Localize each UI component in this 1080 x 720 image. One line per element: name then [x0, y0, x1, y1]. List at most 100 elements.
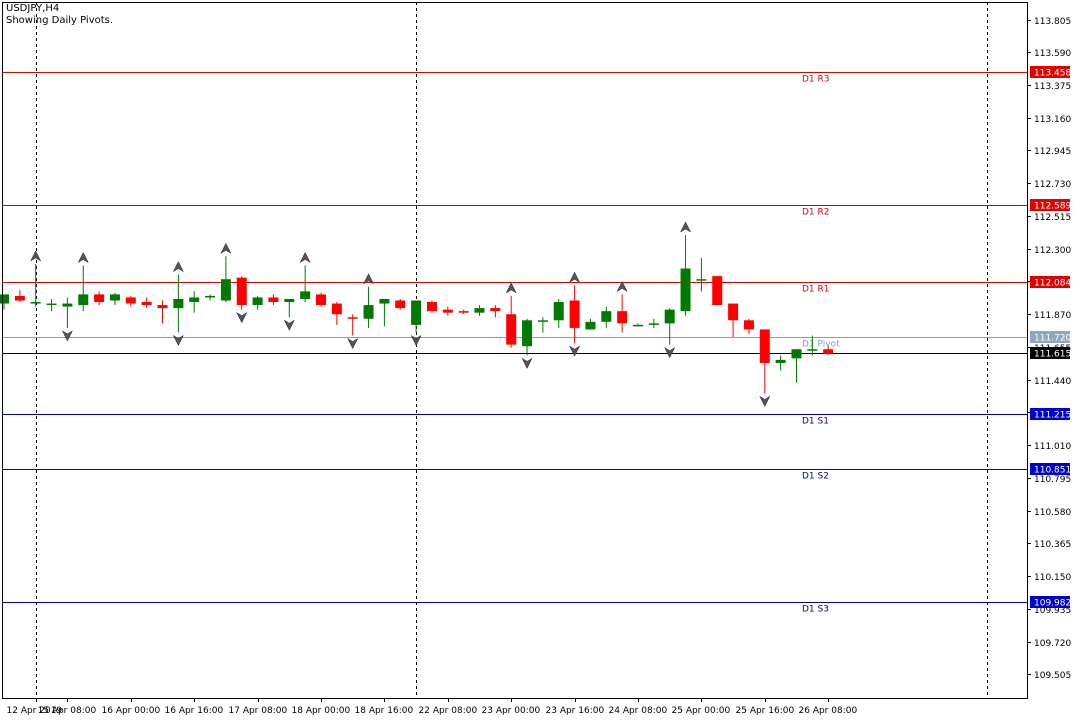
- candle-36: [569, 285, 580, 344]
- price-tag-d1-s1-bg: [1030, 408, 1070, 420]
- candle-body-16: [252, 297, 263, 306]
- x-tick-label-4: 17 Apr 08:00: [229, 706, 288, 716]
- y-tick-label-17: 110.150: [1034, 573, 1071, 583]
- candle-body-26: [411, 300, 422, 325]
- candle-body-41: [648, 323, 659, 325]
- candle-body-9: [141, 302, 152, 306]
- candle-35: [553, 298, 564, 328]
- x-tick-label-10: 24 Apr 08:00: [609, 706, 668, 716]
- candle-14: [220, 256, 231, 303]
- plot-frame: [2, 2, 1028, 699]
- x-tick-label-6: 18 Apr 16:00: [355, 706, 414, 716]
- candle-31: [490, 305, 501, 318]
- y-tick-label-13: 111.010: [1034, 442, 1071, 452]
- candle-12: [189, 291, 200, 313]
- candle-5: [78, 265, 89, 312]
- price-tag-d1-s1-text: 111.215: [1034, 411, 1071, 421]
- fractal-down-13: [521, 357, 533, 369]
- fractal-up-14: [568, 271, 581, 283]
- candle-34: [537, 317, 548, 333]
- y-tick-label-6: 112.515: [1034, 213, 1071, 223]
- price-tag-d1-r2: 112.589: [1030, 199, 1071, 212]
- candle-body-22: [347, 317, 358, 319]
- candle-11: [173, 274, 184, 333]
- candle-29: [458, 309, 469, 315]
- candle-3: [46, 298, 57, 312]
- candle-body-49: [775, 359, 786, 363]
- fractal-up-5: [220, 242, 232, 254]
- candle-50: [791, 349, 802, 383]
- candle-30: [474, 305, 485, 316]
- y-tick-label-7: 112.300: [1034, 246, 1071, 256]
- x-tick-label-1: 15 Apr 08:00: [38, 706, 97, 716]
- candle-43: [680, 235, 691, 316]
- fractal-up-18: [679, 221, 692, 233]
- level-label-d1-r2: D1 R2: [802, 208, 830, 218]
- x-tick-label-13: 26 Apr 08:00: [799, 706, 858, 716]
- candle-22: [347, 314, 358, 336]
- candle-2: [30, 263, 41, 307]
- period-separators: [36, 2, 988, 698]
- candle-52: [823, 346, 834, 356]
- y-tick-label-3: 113.160: [1034, 115, 1071, 125]
- x-tick-label-3: 16 Apr 16:00: [165, 706, 224, 716]
- candle-body-46: [728, 303, 739, 321]
- candle-1: [14, 289, 25, 303]
- candle-body-13: [205, 295, 216, 298]
- candle-body-30: [474, 308, 485, 313]
- price-tag-d1-r3-text: 113.458: [1034, 69, 1071, 79]
- price-tag-d1-s2-bg: [1030, 463, 1070, 475]
- price-tag-d1-r2-bg: [1030, 199, 1070, 211]
- fractal-down-7: [283, 319, 295, 331]
- candle-28: [442, 306, 453, 316]
- candle-body-36: [569, 300, 580, 328]
- fractal-up-8: [299, 251, 311, 264]
- candle-32: [506, 295, 517, 348]
- candle-9: [141, 297, 152, 309]
- candle-18: [284, 298, 295, 318]
- candle-8: [125, 295, 136, 307]
- candle-body-51: [807, 349, 818, 351]
- level-label-d1-s3: D1 S3: [802, 605, 829, 615]
- y-tick-label-16: 110.365: [1034, 540, 1071, 550]
- candle-42: [664, 308, 675, 345]
- candle-body-47: [743, 320, 754, 330]
- candle-body-32: [506, 314, 517, 345]
- candle-body-35: [553, 302, 564, 321]
- candle-body-6: [94, 294, 105, 303]
- candle-51: [807, 335, 818, 356]
- candle-48: [759, 329, 770, 394]
- fractal-up-12: [505, 282, 517, 294]
- candle-body-44: [696, 279, 707, 281]
- candle-6: [94, 291, 105, 306]
- fractal-down-17: [664, 347, 676, 359]
- candle-0: [0, 294, 9, 310]
- fractal-down-6: [236, 311, 248, 324]
- level-label-d1-s2: D1 S2: [802, 472, 829, 482]
- fractal-down-19: [759, 395, 771, 407]
- level-label-d1-r1: D1 R1: [802, 285, 830, 295]
- price-tag-current: 111.615: [1030, 347, 1071, 360]
- candle-27: [426, 300, 437, 313]
- candle-body-40: [633, 324, 643, 327]
- candle-39: [617, 294, 628, 333]
- candle-20: [316, 292, 326, 307]
- price-tag-d1-pivot-bg: [1030, 331, 1070, 343]
- fractal-down-1: [61, 330, 74, 342]
- candle-body-29: [458, 311, 469, 313]
- candle-40: [633, 323, 643, 327]
- y-tick-label-1: 113.590: [1034, 49, 1071, 59]
- price-axis[interactable]: 113.805 113.590 113.375 113.160 112.945 112.7…: [1027, 17, 1071, 681]
- candle-21: [331, 302, 342, 325]
- fractal-down-4: [172, 334, 184, 347]
- price-tag-d1-s1: 111.215: [1030, 408, 1071, 421]
- x-tick-label-2: 16 Apr 00:00: [102, 706, 161, 716]
- price-tag-d1-s3-bg: [1030, 596, 1070, 608]
- candle-4: [62, 297, 73, 328]
- candle-body-23: [363, 305, 374, 319]
- y-tick-label-19: 109.720: [1034, 639, 1071, 649]
- fractal-down-11: [410, 334, 422, 347]
- x-tick-label-11: 25 Apr 00:00: [672, 706, 731, 716]
